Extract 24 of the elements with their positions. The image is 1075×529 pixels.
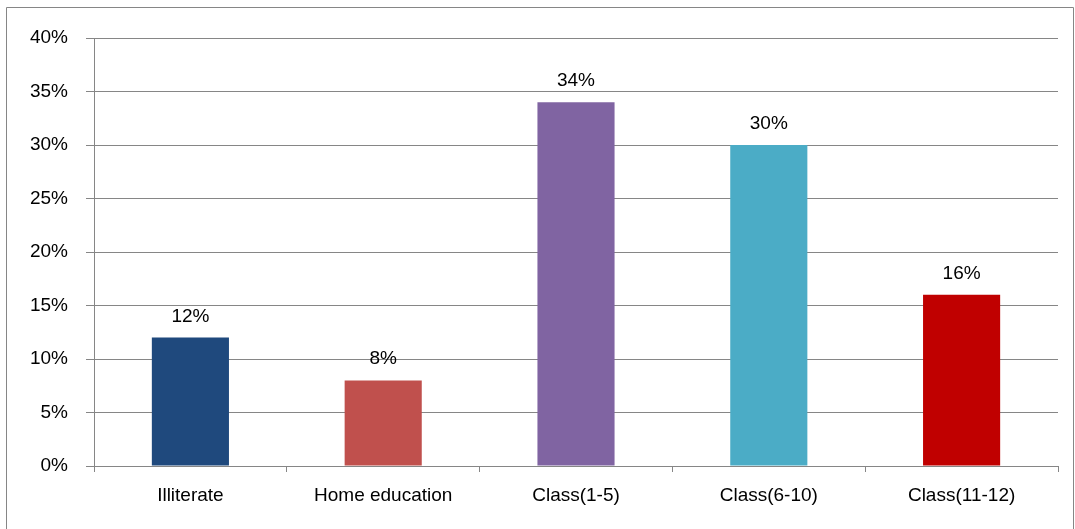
- y-tick-label: 5%: [40, 400, 69, 422]
- data-label: 16%: [942, 261, 981, 283]
- y-tick-label: 25%: [29, 186, 69, 208]
- y-tick-label: 0%: [40, 454, 69, 476]
- y-tick-label: 35%: [29, 79, 69, 101]
- x-tick-label: Illiterate: [157, 483, 224, 505]
- bar: [923, 294, 1001, 466]
- y-tick-label: 30%: [29, 133, 69, 155]
- x-tick-label: Class(11-12): [907, 483, 1016, 505]
- data-label: 12%: [171, 304, 210, 326]
- y-tick-label: 40%: [29, 26, 69, 48]
- bar: [537, 102, 615, 466]
- x-tick-label: Home education: [314, 483, 453, 505]
- bar: [730, 145, 808, 466]
- y-tick-label: 20%: [29, 240, 69, 262]
- data-label: 34%: [556, 69, 596, 91]
- x-tick-label: Class(6-10): [719, 483, 818, 505]
- y-tick-label: 10%: [29, 347, 69, 369]
- y-tick-label: 15%: [29, 293, 69, 315]
- x-tick-label: Class(1-5): [532, 483, 620, 505]
- bar: [151, 337, 229, 466]
- data-label: 30%: [749, 112, 788, 133]
- data-label: 8%: [369, 347, 398, 369]
- bar: [344, 380, 422, 466]
